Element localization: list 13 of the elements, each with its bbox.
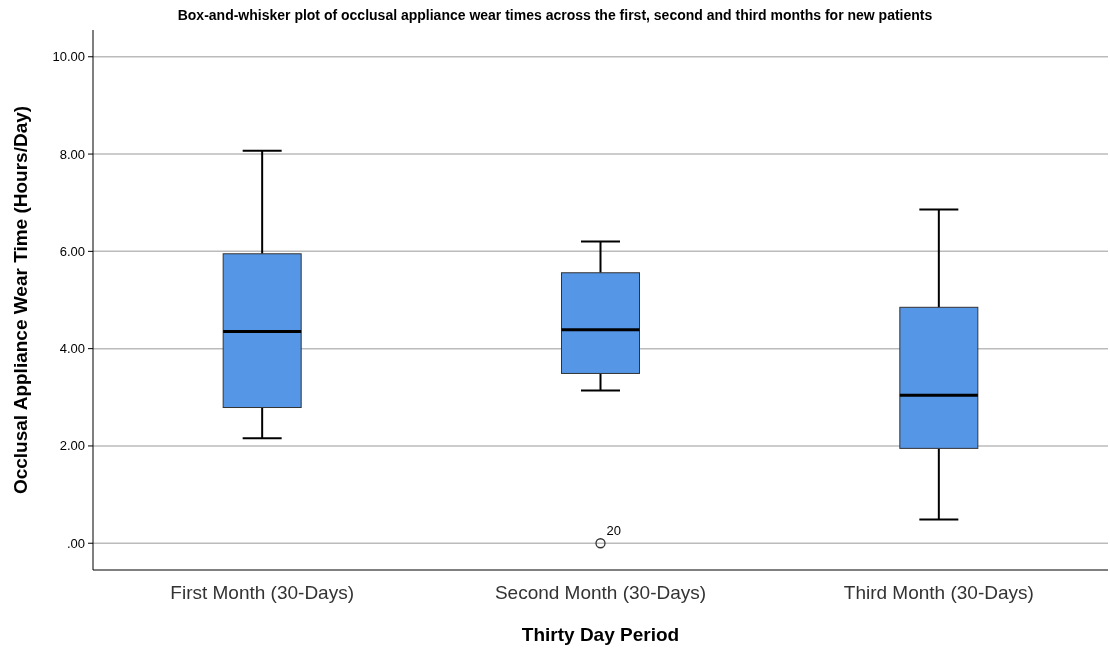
chart-title: Box-and-whisker plot of occlusal appliance wear times across the first, second and third months for new patients: [177, 7, 933, 23]
y-tick-label: 4.00: [59, 341, 85, 357]
x-tick-label: First Month (30-Days): [170, 582, 355, 603]
y-tick-label: 6.00: [59, 243, 85, 259]
y-axis-title: Occlusal Appliance Wear Time (Hours/Day): [10, 105, 31, 495]
x-tick-label: Second Month (30-Days): [494, 582, 707, 603]
y-tick-label: 10.00: [52, 49, 85, 65]
annotation: 20: [606, 523, 621, 539]
y-tick-label: 2.00: [59, 438, 85, 454]
y-tick-label: 8.00: [59, 146, 85, 162]
y-tick-label: .00: [66, 535, 85, 551]
x-tick-label: Third Month (30-Days): [843, 582, 1034, 603]
x-axis-title: Thirty Day Period: [521, 624, 680, 645]
